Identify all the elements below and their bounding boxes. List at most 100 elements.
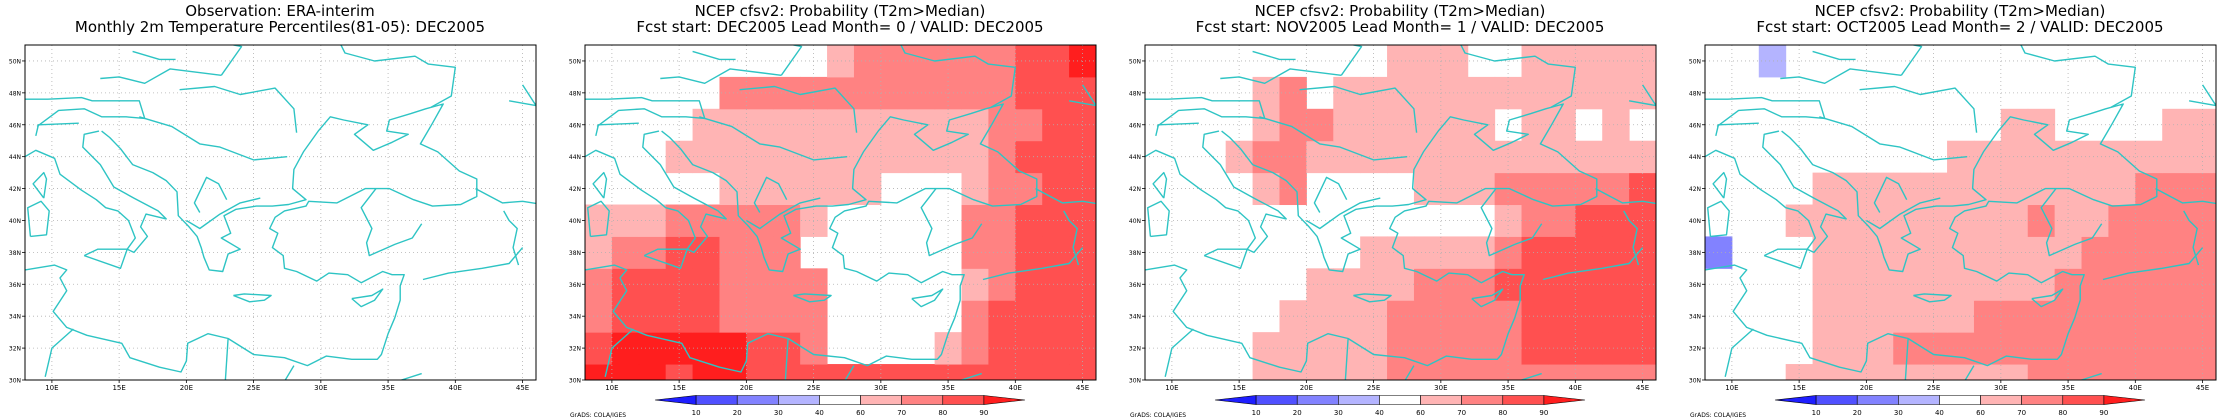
coastline bbox=[139, 116, 288, 161]
probability-cell bbox=[907, 364, 936, 381]
probability-cell bbox=[1069, 364, 1097, 381]
lon-tick-label: 45E bbox=[1076, 384, 1089, 392]
probability-cell bbox=[2081, 236, 2109, 269]
colorbar-box bbox=[819, 395, 861, 405]
coastline bbox=[982, 247, 1084, 281]
lon-tick-label: 30E bbox=[314, 384, 327, 392]
coastline bbox=[1913, 293, 1952, 303]
lon-tick-label: 10E bbox=[45, 384, 58, 392]
probability-cell bbox=[988, 204, 1016, 237]
lat-tick-label: 36N bbox=[1129, 282, 1141, 289]
probability-cell bbox=[1893, 364, 1921, 381]
coastline bbox=[1145, 130, 1287, 254]
coastline bbox=[1780, 68, 1902, 84]
lon-tick-label: 40E bbox=[449, 384, 462, 392]
probability-cell bbox=[2000, 236, 2029, 269]
coastline bbox=[2040, 188, 2103, 257]
colorbar-label: 90 bbox=[2099, 409, 2108, 417]
coastline bbox=[1035, 187, 1096, 205]
lat-tick-label: 42N bbox=[1689, 186, 1701, 193]
colorbar-box bbox=[1296, 395, 1339, 405]
probability-cell bbox=[1602, 364, 1630, 381]
lat-tick-label: 42N bbox=[1129, 186, 1141, 193]
colorbar-label: 20 bbox=[1853, 409, 1862, 417]
lon-tick-label: 25E bbox=[807, 384, 820, 392]
coastline bbox=[503, 210, 520, 266]
probability-cell bbox=[988, 300, 1016, 333]
probability-cell bbox=[1252, 108, 1280, 142]
lat-tick-label: 32N bbox=[569, 346, 581, 353]
probability-cell bbox=[2000, 332, 2029, 365]
probability-cell bbox=[1548, 204, 1576, 237]
lat-tick-label: 32N bbox=[9, 346, 21, 353]
coastline bbox=[1404, 365, 1415, 380]
lat-tick-label: 34N bbox=[1129, 314, 1141, 321]
lat-tick-label: 30N bbox=[569, 378, 581, 385]
probability-cell bbox=[1839, 364, 1867, 381]
coastline bbox=[284, 365, 295, 380]
lon-tick-label: 15E bbox=[112, 384, 125, 392]
lat-tick-label: 50N bbox=[1129, 58, 1141, 65]
coastline bbox=[660, 68, 782, 84]
lon-tick-label: 15E bbox=[672, 384, 685, 392]
coastline bbox=[1520, 372, 1542, 380]
probability-cell bbox=[1440, 300, 1469, 333]
coastline bbox=[351, 288, 384, 308]
coastline bbox=[508, 84, 536, 107]
probability-cell bbox=[988, 236, 1016, 269]
probability-cell bbox=[1440, 108, 1469, 142]
probability-cell bbox=[692, 140, 720, 174]
probability-cell bbox=[1973, 300, 2002, 333]
lat-tick-label: 32N bbox=[1689, 346, 1701, 353]
colorbar-box bbox=[1338, 395, 1380, 405]
colorbar: 10 20 30 40 60 70 80 90 bbox=[654, 395, 1026, 417]
colorbar-box bbox=[983, 395, 1026, 405]
coastline bbox=[911, 288, 944, 308]
lat-tick-label: 48N bbox=[1689, 90, 1701, 97]
colorbar-label: 70 bbox=[2017, 409, 2026, 417]
colorbar-box bbox=[1939, 395, 1981, 405]
colorbar-label: 10 bbox=[1252, 409, 1261, 417]
colorbar-box bbox=[1461, 395, 1504, 405]
probability-cell bbox=[1413, 268, 1442, 301]
coastline bbox=[1471, 288, 1504, 308]
probability-cell bbox=[2081, 300, 2109, 333]
probability-cell bbox=[1973, 172, 2002, 206]
coastline bbox=[1819, 116, 1968, 161]
probability-cell bbox=[1758, 45, 1787, 78]
probability-cell bbox=[1785, 364, 1814, 381]
coastline bbox=[25, 103, 478, 373]
colorbar-label: 40 bbox=[1375, 409, 1384, 417]
coastline bbox=[1220, 68, 1342, 84]
probability-cell bbox=[988, 332, 1016, 365]
probability-cell bbox=[1413, 364, 1442, 381]
probability-cell bbox=[1252, 364, 1280, 381]
probability-cell bbox=[880, 76, 909, 110]
coastline bbox=[2183, 210, 2200, 266]
probability-cell bbox=[1252, 140, 1280, 174]
lon-tick-label: 30E bbox=[874, 384, 887, 392]
probability-cell bbox=[719, 364, 747, 381]
coastlines bbox=[25, 45, 536, 380]
probability-cell bbox=[961, 236, 989, 269]
colorbar: 10 20 30 40 60 70 80 90 bbox=[1774, 395, 2146, 417]
probability-cell bbox=[1413, 76, 1442, 110]
colorbar-box bbox=[1543, 395, 1586, 405]
coastline bbox=[1859, 85, 1978, 133]
lat-tick-label: 38N bbox=[1129, 250, 1141, 257]
lat-tick-label: 48N bbox=[9, 90, 21, 97]
coastline bbox=[132, 50, 176, 61]
coastline bbox=[1712, 171, 1728, 199]
probability-cell bbox=[1521, 236, 1549, 269]
coastline bbox=[1705, 96, 1826, 127]
coastline bbox=[32, 171, 48, 199]
colorbar-label: 30 bbox=[1334, 409, 1343, 417]
probability-cell bbox=[2000, 172, 2029, 206]
lat-tick-label: 46N bbox=[9, 122, 21, 129]
colorbar-label: 40 bbox=[1935, 409, 1944, 417]
colorbar-box bbox=[1774, 395, 1817, 405]
coastline bbox=[233, 293, 272, 303]
probability-cell bbox=[1042, 364, 1070, 381]
coastline bbox=[1707, 200, 1730, 238]
probability-cell bbox=[1440, 364, 1469, 381]
